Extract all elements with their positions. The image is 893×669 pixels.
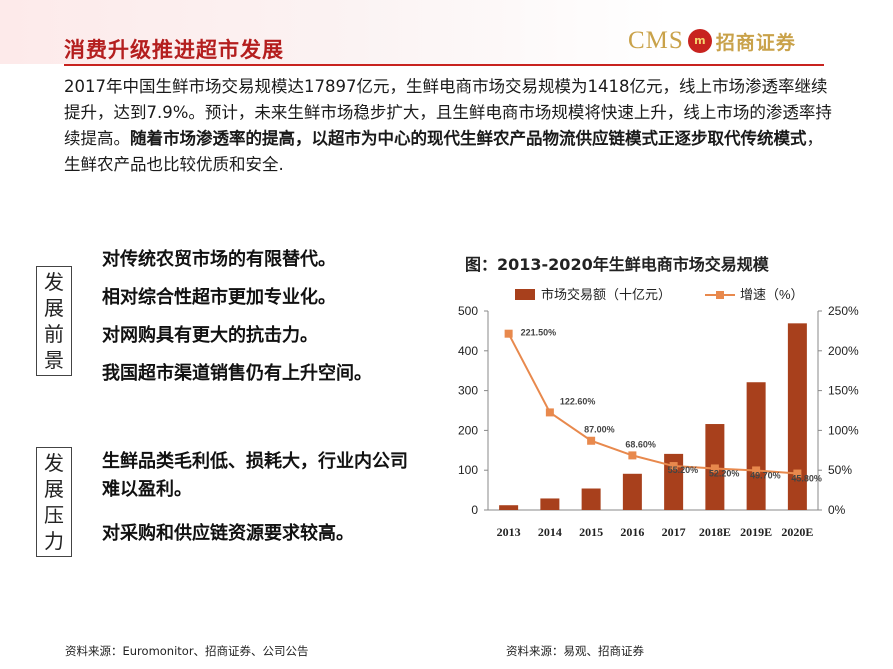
intro-text-bold: 随着市场渗透率的提高，以超市为中心的现代生鲜农产品物流供应链模式正逐步取代传统模… — [130, 129, 807, 148]
y-right-tick-label: 200% — [828, 344, 859, 358]
growth-data-label: 87.00% — [584, 425, 615, 435]
growth-data-label: 52.20% — [709, 468, 740, 478]
prospect-item: 对网购具有更大的抗击力。 — [102, 325, 318, 346]
growth-data-label: 55.20% — [668, 465, 699, 475]
y-left-tick-label: 400 — [458, 344, 478, 358]
prospects-list: 对传统农贸市场的有限替代。 相对综合性超市更加专业化。 对网购具有更大的抗击力。… — [102, 241, 372, 393]
prospect-item: 对传统农贸市场的有限替代。 — [102, 249, 336, 270]
growth-point — [504, 329, 513, 338]
growth-point — [752, 466, 761, 475]
source-right: 资料来源：易观、招商证券 — [506, 644, 644, 658]
logo-chinese: 招商证券 — [715, 31, 796, 54]
pressures-label: 发展压力 — [36, 447, 72, 557]
source-left: 资料来源：Euromonitor、招商证券、公司公告 — [65, 644, 309, 658]
header-band — [0, 0, 893, 64]
bar — [581, 488, 601, 510]
legend-bar-swatch — [515, 289, 535, 300]
y-right-tick-label: 150% — [828, 384, 859, 398]
x-tick-label: 2020E — [781, 525, 813, 539]
growth-line — [507, 333, 798, 475]
growth-point — [545, 408, 554, 417]
intro-paragraph: 2017年中国生鲜市场交易规模达17897亿元，生鲜电商市场交易规模为1418亿… — [64, 74, 834, 178]
x-tick-label: 2015 — [579, 525, 603, 539]
bar — [540, 498, 560, 510]
growth-point — [587, 436, 596, 445]
prospects-label: 发展前景 — [36, 266, 72, 376]
y-left-tick-label: 100 — [458, 463, 478, 477]
intro-text-1: 2017年中国生鲜市场交易规模达17897亿元，生鲜电商市场交易规模为1418亿… — [64, 77, 832, 148]
brand-logo: CMS m 招商证券 — [628, 24, 796, 58]
y-right-tick-label: 50% — [828, 463, 852, 477]
y-left-tick-label: 500 — [458, 304, 478, 318]
pressures-list: 生鲜品类毛利低、损耗大，行业内公司难以盈利。 对采购和供应链资源要求较高。 — [102, 448, 422, 548]
y-left-tick-label: 300 — [458, 384, 478, 398]
y-right-tick-label: 100% — [828, 423, 859, 437]
chart-title: 图：2013-2020年生鲜电商市场交易规模 — [465, 255, 769, 274]
header-divider — [64, 64, 824, 66]
growth-point — [710, 464, 719, 473]
bar — [746, 382, 766, 510]
x-tick-label: 2018E — [699, 525, 731, 539]
x-tick-label: 2014 — [538, 525, 562, 539]
legend-line-label: 增速（%） — [740, 287, 804, 302]
prospect-item: 我国超市渠道销售仍有上升空间。 — [102, 363, 372, 384]
bar — [622, 473, 642, 510]
x-tick-label: 2017 — [662, 525, 686, 539]
growth-data-label: 122.60% — [560, 396, 596, 406]
growth-data-label: 45.80% — [791, 474, 822, 484]
logo-latin: CMS — [628, 27, 684, 54]
growth-point — [793, 469, 802, 478]
prospect-item: 相对综合性超市更加专业化。 — [102, 287, 336, 308]
x-tick-label: 2019E — [740, 525, 772, 539]
bar — [664, 453, 684, 510]
growth-data-label: 221.50% — [521, 328, 557, 338]
logo-mark-icon: m — [687, 29, 712, 53]
y-right-tick-label: 0% — [828, 503, 846, 517]
legend-bar-label: 市场交易额（十亿元） — [541, 287, 671, 302]
pressure-item: 生鲜品类毛利低、损耗大，行业内公司难以盈利。 — [102, 451, 408, 500]
growth-point — [669, 462, 678, 471]
y-right-tick-label: 250% — [828, 304, 859, 318]
pressure-item: 对采购和供应链资源要求较高。 — [102, 523, 354, 544]
growth-data-label: 68.60% — [625, 439, 656, 449]
x-tick-label: 2016 — [620, 525, 644, 539]
y-left-tick-label: 0 — [471, 503, 478, 517]
bar — [499, 505, 519, 510]
page-title: 消费升级推进超市发展 — [64, 38, 284, 62]
legend-line-marker — [716, 291, 724, 299]
growth-point — [628, 451, 637, 460]
x-tick-label: 2013 — [497, 525, 521, 539]
growth-data-label: 49.70% — [750, 470, 781, 480]
bar — [787, 323, 807, 510]
intro-text-2: ，生鲜农产品也比较优质和安全. — [64, 129, 823, 174]
y-left-tick-label: 200 — [458, 423, 478, 437]
